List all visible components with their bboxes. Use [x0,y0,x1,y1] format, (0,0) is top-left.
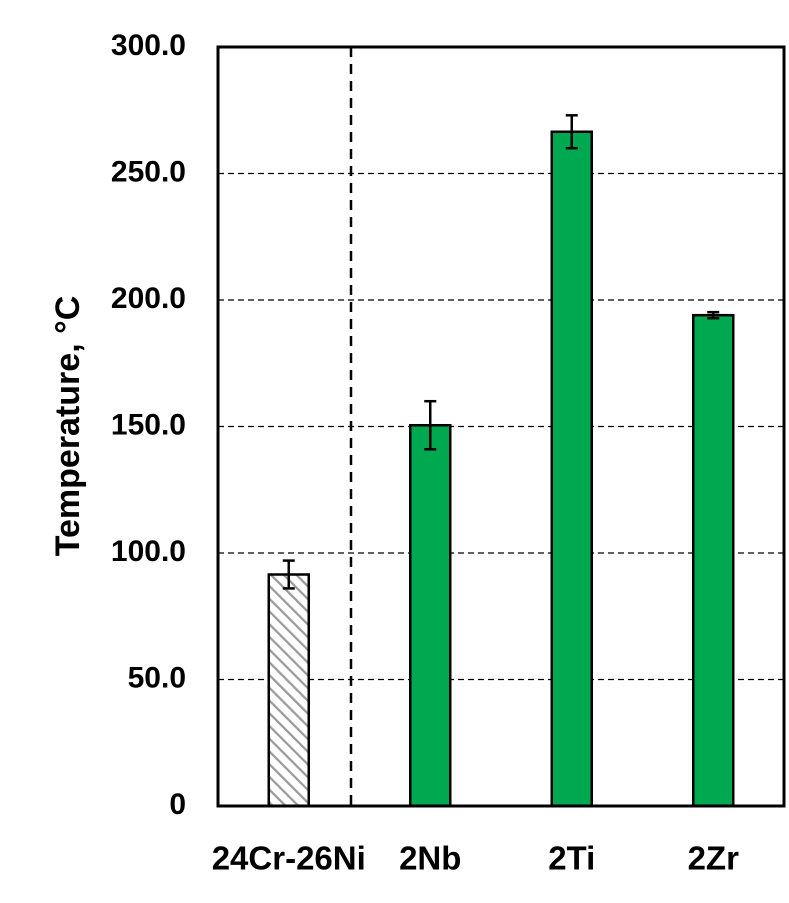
x-tick-labels: 24Cr-26Ni 2Nb 2Ti 2Zr [212,840,739,877]
x-tick-label: 2Zr [688,840,740,877]
y-tick-labels: 0 50.0 100.0 150.0 200.0 250.0 300.0 [111,29,186,821]
gridlines [218,172,784,681]
bar-24cr-26ni [267,573,310,808]
bar-2zr [692,313,735,808]
y-tick-label: 200.0 [111,282,186,315]
x-tick-label: 2Ti [548,840,595,877]
x-tick-label: 24Cr-26Ni [212,840,366,877]
plot-frame [216,45,786,808]
error-bars [282,114,720,590]
x-tick-label: 2Nb [399,840,461,877]
y-tick-label: 50.0 [128,661,186,694]
y-tick-label: 250.0 [111,155,186,188]
y-tick-label: 100.0 [111,535,186,568]
bar-2nb [409,423,452,808]
bar-2ti [550,130,593,808]
y-axis-label: Temperature, °C [49,296,87,556]
y-tick-label: 150.0 [111,408,186,441]
bars [267,130,735,808]
y-tick-label: 300.0 [111,29,186,62]
y-tick-label: 0 [169,788,186,821]
